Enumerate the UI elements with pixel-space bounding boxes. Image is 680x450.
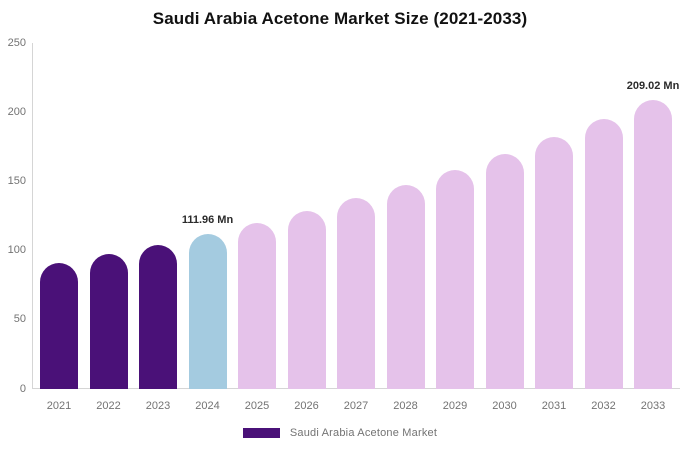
bar-2022[interactable] [89, 254, 128, 389]
x-tick-2023: 2023 [145, 400, 171, 412]
x-tick-2022: 2022 [96, 400, 121, 412]
x-tick-2033: 2033 [640, 400, 666, 412]
y-tick-0: 0 [19, 382, 26, 395]
bar-2033[interactable] [634, 99, 672, 389]
value-label-2024: 111.96 Mn [181, 214, 234, 227]
x-tick-2031: 2031 [541, 400, 567, 412]
bar-2024[interactable] [188, 234, 227, 389]
x-tick-2030: 2030 [492, 400, 517, 412]
x-tick-2027: 2027 [343, 400, 369, 412]
bar-2026[interactable] [287, 211, 326, 389]
legend-label: Saudi Arabia Acetone Market [289, 427, 438, 439]
x-tick-2021: 2021 [46, 400, 72, 412]
bar-2028[interactable] [386, 184, 425, 389]
x-tick-2026: 2026 [294, 400, 319, 412]
bar-2031[interactable] [535, 137, 573, 389]
bar-2027[interactable] [337, 198, 375, 389]
y-tick-100: 100 [7, 244, 26, 257]
bar-2029[interactable] [436, 169, 474, 389]
bar-2021[interactable] [40, 263, 78, 389]
x-tick-2029: 2029 [442, 400, 468, 412]
bar-2025[interactable] [238, 222, 276, 389]
value-label-2033: 209.02 Mn [626, 79, 680, 92]
y-axis-line [32, 43, 33, 389]
legend[interactable]: Saudi Arabia Acetone Market [0, 427, 680, 439]
y-tick-200: 200 [7, 105, 26, 118]
y-tick-250: 250 [7, 36, 26, 49]
legend-swatch [242, 428, 280, 438]
x-tick-2032: 2032 [591, 400, 616, 412]
x-tick-2025: 2025 [244, 400, 270, 412]
bar-2023[interactable] [139, 244, 177, 389]
y-tick-50: 50 [13, 313, 26, 326]
x-tick-2028: 2028 [393, 400, 418, 412]
chart-title: Saudi Arabia Acetone Market Size (2021-2… [152, 9, 528, 28]
x-tick-2024: 2024 [195, 400, 220, 412]
bar-2030[interactable] [485, 154, 524, 389]
y-tick-150: 150 [7, 174, 26, 187]
bar-2032[interactable] [584, 119, 623, 389]
